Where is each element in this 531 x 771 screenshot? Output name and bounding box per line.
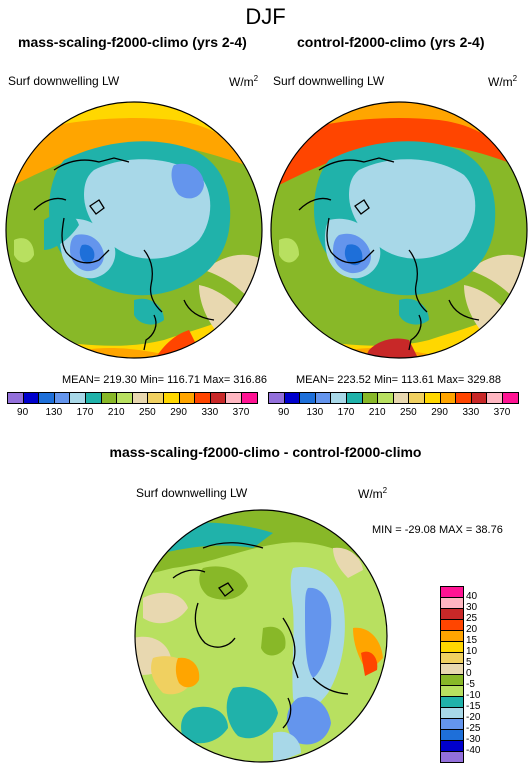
diff-title: mass-scaling-f2000-climo - control-f2000… [109,444,422,460]
diff-colorbar-tick-label: -30 [466,734,481,745]
left-polar-map [5,101,263,359]
diff-colorbar-tick-label: 15 [466,635,478,646]
diff-colorbar-tick-label: -40 [466,745,481,756]
left-colorbar-color-box [179,393,196,403]
left-colorbar: 90 130 170 210 250 290 330 370 [7,392,258,422]
right-colorbar: 90 130 170 210 250 290 330 370 [268,392,519,422]
left-colorbar-tick-label: 330 [201,407,219,418]
diff-colorbar-tick-label: -5 [466,679,475,690]
right-colorbar-color-box [378,393,394,403]
left-stats: MEAN= 219.30 Min= 116.71 Max= 316.86 [62,374,267,386]
right-colorbar-color-box [300,393,316,403]
right-colorbar-color-box [315,393,332,403]
diff-colorbar-box [441,653,463,664]
right-colorbar-color-box [346,393,363,403]
right-colorbar-color-box [393,393,410,403]
diff-colorbar-tick-label: 5 [466,657,472,668]
diff-colorbar-box [441,675,463,686]
diff-colorbar-box [441,708,463,719]
left-colorbar-color-box [8,393,24,403]
right-colorbar-tick-label: 370 [493,407,511,418]
left-colorbar-color-box [210,393,227,403]
diff-colorbar-tick-label: 0 [466,668,472,679]
diff-colorbar-tick-label: -20 [466,712,481,723]
diff-colorbar-tick-label: 30 [466,602,478,613]
left-colorbar-tick-label: 250 [139,407,156,418]
right-colorbar-color-box [269,393,285,403]
diff-colorbar-box [441,620,463,631]
diff-colorbar-box [441,730,463,741]
left-colorbar-color-box [163,393,180,403]
right-colorbar-color-box [440,393,457,403]
right-colorbar-tick-label: 170 [337,407,355,418]
season-title: DJF [245,4,286,29]
diff-colorbar-box [441,697,463,708]
right-colorbar-color-box [471,393,488,403]
right-colorbar-color-box [487,393,503,403]
diff-colorbar-box [441,587,463,598]
left-colorbar-color-box [85,393,102,403]
right-colorbar-color-box [331,393,347,403]
right-colorbar-color-box [502,393,518,403]
left-colorbar-color-box [23,393,40,403]
right-colorbar-color-box [424,393,441,403]
left-variable-label: Surf downwelling LW [8,74,120,88]
diff-colorbar-tick-label: 25 [466,613,478,624]
right-units-label: W/m2 [488,74,518,89]
diff-colorbar-tick-label: 10 [466,646,478,657]
diff-colorbar-tick-label: 20 [466,624,478,635]
diff-colorbar-box [441,609,463,620]
left-colorbar-tick-label: 170 [76,407,94,418]
diff-colorbar-box [441,686,463,697]
diff-colorbar-tick-label: -25 [466,723,481,734]
left-colorbar-color-box [39,393,55,403]
right-colorbar-color-box [362,393,379,403]
diff-colorbar-box [441,642,463,653]
right-polar-map [270,101,528,359]
right-colorbar-tick-label: 330 [462,407,480,418]
left-colorbar-color-box [241,393,257,403]
diff-colorbar: 40 30 25 20 15 10 5 0 -5 -10 -15 -20 -25 -30 -40 [440,586,500,766]
left-colorbar-color-box [101,393,118,403]
left-colorbar-color-box [54,393,71,403]
diff-colorbar-box [441,752,463,762]
right-colorbar-tick-label: 90 [278,407,290,418]
left-colorbar-color-box [148,393,164,403]
left-panel-title: mass-scaling-f2000-climo (yrs 2-4) [18,34,247,50]
right-colorbar-tick-label: 210 [368,407,386,418]
diff-colorbar-box [441,631,463,642]
left-colorbar-tick-label: 370 [232,407,250,418]
left-colorbar-tick-label: 290 [170,407,187,418]
left-colorbar-color-box [70,393,86,403]
diff-colorbar-box [441,664,463,675]
diff-colorbar-box [441,719,463,730]
diff-colorbar-tick-label: -15 [466,701,481,712]
left-colorbar-color-box [226,393,242,403]
right-variable-label: Surf downwelling LW [273,74,385,88]
left-colorbar-tick-label: 130 [45,407,63,418]
right-panel-title: control-f2000-climo (yrs 2-4) [297,34,485,50]
diff-units-label: W/m2 [358,486,388,501]
right-stats: MEAN= 223.52 Min= 113.61 Max= 329.88 [296,374,501,386]
left-colorbar-color-box [132,393,149,403]
left-colorbar-color-box [195,393,211,403]
right-colorbar-tick-label: 290 [431,407,448,418]
diff-stats: MIN = -29.08 MAX = 38.76 [372,524,503,536]
diff-polar-map [134,509,388,763]
left-colorbar-tick-label: 90 [17,407,29,418]
right-colorbar-color-box [409,393,425,403]
left-units-label: W/m2 [229,74,259,89]
left-colorbar-tick-label: 210 [107,407,125,418]
diff-variable-label: Surf downwelling LW [136,486,248,500]
right-colorbar-color-box [284,393,301,403]
diff-colorbar-box [441,598,463,609]
right-colorbar-tick-label: 130 [306,407,324,418]
diff-colorbar-tick-label: 40 [466,591,478,602]
left-colorbar-color-box [117,393,133,403]
right-colorbar-color-box [456,393,472,403]
right-colorbar-tick-label: 250 [400,407,417,418]
diff-colorbar-box [441,741,463,752]
diff-colorbar-tick-label: -10 [466,690,481,701]
